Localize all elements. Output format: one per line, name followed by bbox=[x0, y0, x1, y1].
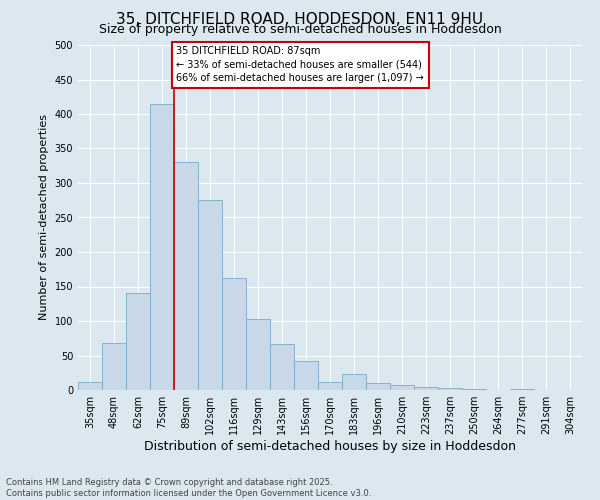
Bar bbox=[126, 294, 150, 390]
Bar bbox=[102, 343, 126, 390]
Bar bbox=[78, 382, 102, 390]
Bar bbox=[270, 344, 294, 390]
Bar bbox=[438, 388, 462, 390]
Bar bbox=[366, 383, 390, 390]
Bar bbox=[174, 162, 198, 390]
Text: 35, DITCHFIELD ROAD, HODDESDON, EN11 9HU: 35, DITCHFIELD ROAD, HODDESDON, EN11 9HU bbox=[116, 12, 484, 28]
X-axis label: Distribution of semi-detached houses by size in Hoddesdon: Distribution of semi-detached houses by … bbox=[144, 440, 516, 453]
Bar bbox=[294, 361, 318, 390]
Bar bbox=[390, 385, 414, 390]
Text: 35 DITCHFIELD ROAD: 87sqm
← 33% of semi-detached houses are smaller (544)
66% of: 35 DITCHFIELD ROAD: 87sqm ← 33% of semi-… bbox=[176, 46, 424, 83]
Bar bbox=[414, 386, 438, 390]
Text: Size of property relative to semi-detached houses in Hoddesdon: Size of property relative to semi-detach… bbox=[98, 22, 502, 36]
Bar bbox=[198, 200, 222, 390]
Bar bbox=[246, 319, 270, 390]
Bar bbox=[318, 382, 342, 390]
Bar bbox=[342, 374, 366, 390]
Bar bbox=[150, 104, 174, 390]
Y-axis label: Number of semi-detached properties: Number of semi-detached properties bbox=[39, 114, 49, 320]
Bar bbox=[222, 278, 246, 390]
Text: Contains HM Land Registry data © Crown copyright and database right 2025.
Contai: Contains HM Land Registry data © Crown c… bbox=[6, 478, 371, 498]
